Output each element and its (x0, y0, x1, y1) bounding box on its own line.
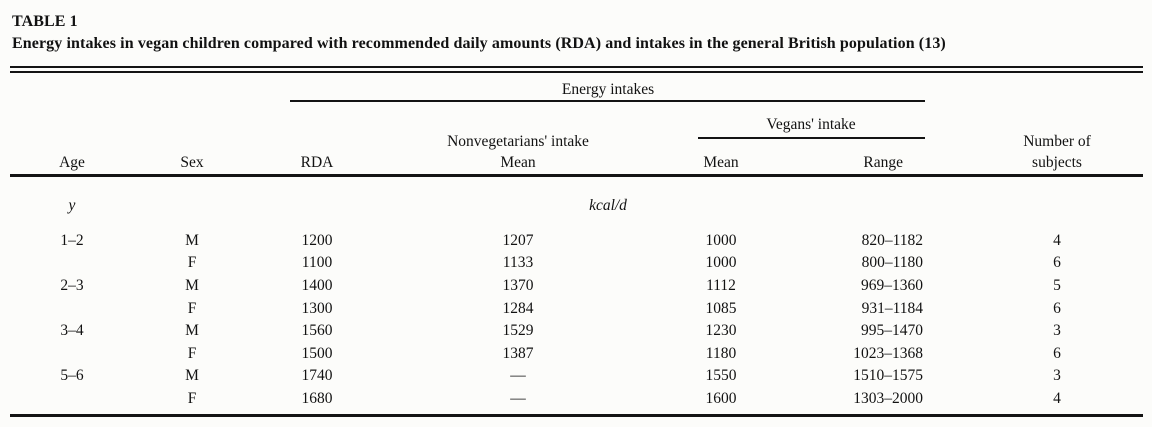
cell-rda: 1300 (301, 300, 333, 317)
cell-sex: F (187, 300, 197, 317)
cell-rda: 1560 (301, 322, 333, 339)
cell-sex: M (185, 277, 199, 294)
cell-subjects: 6 (1053, 254, 1061, 271)
cell-subjects: 4 (1053, 232, 1061, 249)
cell-vegan-range: 995–1470 (861, 322, 923, 339)
header-nonveg-mean: Mean (500, 154, 536, 171)
header-range: Range (863, 154, 903, 171)
header-subjects-line1: Number of (1023, 133, 1091, 150)
cell-rda: 1100 (301, 254, 333, 271)
cell-nonveg-mean: 1133 (502, 254, 534, 271)
colgroup-vegans-intake: Vegans' intake (766, 116, 856, 133)
header-bottom-rule (10, 174, 1143, 177)
cell-vegan-mean: 1000 (705, 232, 737, 249)
cell-vegan-range: 1023–1368 (853, 345, 923, 362)
unit-kcal-per-day: kcal/d (589, 197, 627, 214)
cell-sex: M (185, 232, 199, 249)
colgroup-energy-intakes: Energy intakes (561, 81, 655, 98)
cell-vegan-mean: 1550 (705, 367, 737, 384)
cell-nonveg-mean: 1529 (502, 322, 534, 339)
cell-age: 2–3 (60, 277, 84, 294)
header-sex: Sex (180, 154, 204, 171)
cell-subjects: 3 (1053, 367, 1061, 384)
header-rda: RDA (300, 154, 334, 171)
cell-nonveg-mean: 1387 (502, 345, 534, 362)
cell-age: 5–6 (60, 367, 84, 384)
cell-nonveg-mean-dash: — (510, 390, 526, 407)
cell-age: 1–2 (60, 232, 84, 249)
cell-sex: F (187, 345, 197, 362)
cell-rda: 1680 (301, 390, 333, 407)
colgroup-nonvegetarians-intake: Nonvegetarians' intake (447, 133, 589, 150)
cell-sex: M (185, 367, 199, 384)
cell-vegan-range: 1303–2000 (853, 390, 923, 407)
cell-subjects: 3 (1053, 322, 1061, 339)
cell-sex: F (187, 254, 197, 271)
cell-sex: M (185, 322, 199, 339)
header-subjects-line2: subjects (1032, 154, 1082, 171)
cell-vegan-range: 800–1180 (861, 254, 923, 271)
unit-age-years: y (68, 197, 76, 214)
cell-subjects: 6 (1053, 300, 1061, 317)
cell-vegan-mean: 1000 (705, 254, 737, 271)
cell-sex: F (187, 390, 197, 407)
cell-vegan-range: 1510–1575 (853, 367, 923, 384)
cell-vegan-mean: 1112 (706, 277, 736, 294)
cell-rda: 1740 (301, 367, 333, 384)
table-label: TABLE 1 (12, 13, 78, 30)
cell-vegan-range: 820–1182 (861, 232, 923, 249)
cell-vegan-mean: 1180 (705, 345, 737, 362)
cell-subjects: 5 (1053, 277, 1061, 294)
cell-vegan-mean: 1085 (705, 300, 737, 317)
cell-vegan-mean: 1600 (705, 390, 737, 407)
cell-vegan-mean: 1230 (705, 322, 737, 339)
header-vegan-mean: Mean (703, 154, 739, 171)
cell-nonveg-mean: 1207 (502, 232, 534, 249)
energy-intakes-underline (290, 100, 925, 102)
cell-vegan-range: 931–1184 (861, 300, 923, 317)
cell-age: 3–4 (60, 322, 84, 339)
top-double-rule (10, 66, 1143, 73)
cell-rda: 1400 (301, 277, 333, 294)
cell-vegan-range: 969–1360 (861, 277, 923, 294)
table-caption: Energy intakes in vegan children compare… (12, 35, 946, 52)
cell-subjects: 6 (1053, 345, 1061, 362)
cell-rda: 1500 (301, 345, 333, 362)
cell-rda: 1200 (301, 232, 333, 249)
cell-nonveg-mean-dash: — (510, 367, 526, 384)
cell-nonveg-mean: 1284 (502, 300, 534, 317)
cell-subjects: 4 (1053, 390, 1061, 407)
header-age: Age (59, 154, 85, 171)
cell-nonveg-mean: 1370 (502, 277, 534, 294)
bottom-rule (10, 414, 1143, 417)
vegans-intake-underline (698, 137, 925, 139)
